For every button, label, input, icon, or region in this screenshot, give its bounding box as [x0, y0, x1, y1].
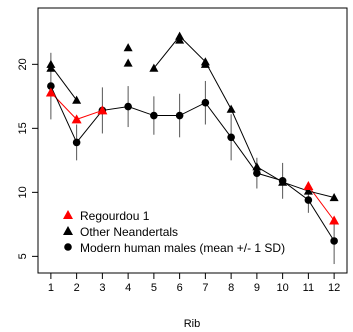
series-line: [50, 65, 78, 101]
x-tick-label: 9: [254, 282, 260, 294]
x-tick-label: 3: [99, 282, 105, 294]
x-tick-label: 10: [277, 282, 289, 294]
y-tick-label: 15: [17, 122, 29, 134]
neandertal-point: [200, 59, 210, 68]
plot-frame: [37, 7, 348, 274]
neandertal-point: [123, 58, 133, 67]
y-tick-label: 10: [17, 186, 29, 198]
neandertal-point: [123, 43, 133, 52]
x-tick-label: 1: [48, 282, 54, 294]
regourdou-point: [71, 114, 82, 124]
legend-label: Regourdou 1: [80, 209, 150, 223]
neandertal-point: [329, 192, 339, 202]
x-tick-label: 5: [151, 282, 157, 294]
regourdou-point: [97, 105, 108, 115]
legend-label: Other Neandertals: [80, 225, 178, 239]
x-tick-label: 12: [328, 282, 340, 294]
neandertal-point: [226, 104, 236, 113]
modern-human-point: [175, 111, 184, 120]
modern-human-point: [124, 102, 132, 111]
x-tick-label: 8: [228, 282, 234, 294]
legend-marker: [63, 210, 73, 219]
neandertal-point: [303, 186, 313, 195]
x-axis-title: Rib: [184, 318, 201, 330]
neandertal-point: [149, 63, 159, 72]
x-tick-label: 2: [74, 282, 80, 294]
modern-human-point: [47, 82, 55, 90]
modern-human-point: [201, 98, 210, 107]
neandertal-point: [175, 35, 185, 44]
modern-human-point: [304, 196, 313, 204]
y-tick-label: 20: [17, 58, 29, 70]
neandertal-point: [252, 162, 262, 171]
modern-human-point: [253, 169, 261, 177]
regourdou-point: [329, 215, 340, 225]
neandertal-point: [46, 63, 56, 72]
markers: [45, 31, 340, 245]
regourdou-point: [303, 180, 314, 190]
modern-human-point: [227, 133, 235, 142]
legend: Regourdou 1 Other Neandertals Modern human…: [63, 209, 285, 255]
modern-human-point: [278, 177, 287, 185]
modern-human-point: [72, 138, 81, 147]
x-tick-label: 4: [125, 282, 131, 294]
legend-label: Modern human males (mean +/- 1 SD): [80, 241, 285, 255]
modern-human-point: [150, 111, 158, 120]
legend-marker: [63, 226, 73, 235]
y-tick-label: 5: [17, 253, 29, 259]
x-tick-label: 6: [177, 282, 183, 294]
series-line: [307, 185, 335, 221]
modern-human-point: [330, 237, 338, 245]
legend-marker: [64, 243, 72, 251]
regourdou-point: [45, 87, 56, 97]
neandertal-point: [72, 95, 82, 104]
x-tick-label: 11: [303, 282, 314, 294]
x-tick-label: 7: [202, 282, 208, 294]
series-line: [50, 85, 335, 242]
